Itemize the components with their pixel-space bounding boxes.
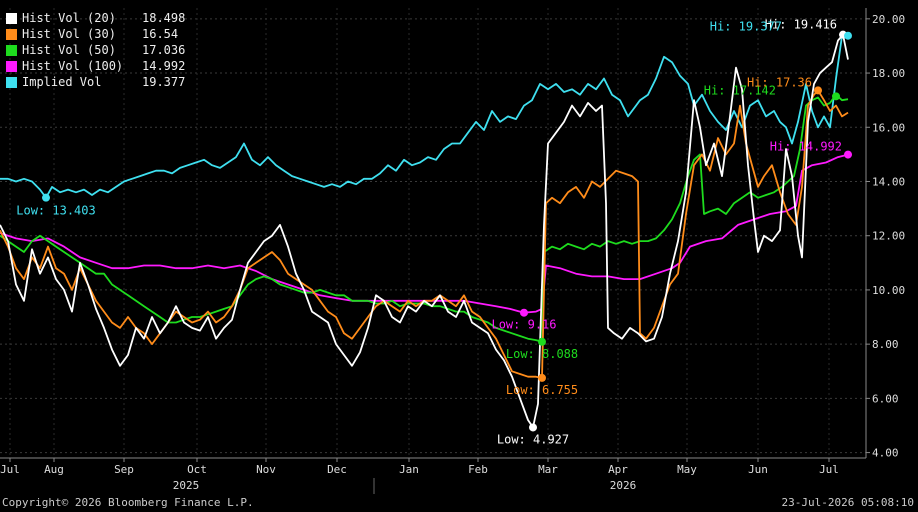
legend-item: Hist Vol (100) 14.992: [6, 58, 185, 74]
annotation-marker: [538, 337, 546, 346]
x-tick-label: Jul: [819, 463, 839, 476]
y-tick-label: 6.00: [872, 392, 899, 405]
x-tick-label: Mar: [538, 463, 558, 476]
annotation-label: Low: 4.927: [497, 432, 569, 446]
annotation-label: Low: 6.755: [506, 383, 578, 397]
annotation-marker: [42, 193, 50, 202]
y-tick-label: 18.00: [872, 67, 905, 80]
x-tick-label: Feb: [468, 463, 488, 476]
legend-label: Hist Vol (100): [22, 59, 124, 73]
y-tick-label: 14.00: [872, 175, 905, 188]
annotation-label: Low: 8.088: [506, 347, 578, 361]
annotation-label: Hi: 19.416: [765, 18, 837, 32]
year-label: 2026: [610, 479, 637, 492]
legend-swatch: [6, 28, 17, 40]
legend-value: 19.377: [142, 75, 186, 89]
legend-swatch: [6, 60, 17, 72]
annotation-label: Low: 9.16: [491, 318, 556, 332]
x-tick-label: Jan: [399, 463, 419, 476]
x-tick-label: Apr: [608, 463, 628, 476]
series-line-hist-vol-100-: [0, 153, 849, 314]
annotation-marker: [538, 373, 546, 382]
annotation-label: Hi: 14.992: [770, 140, 842, 154]
x-tick-label: Jul: [0, 463, 20, 476]
y-tick-label: 10.00: [872, 284, 905, 297]
legend-value: 16.54: [142, 27, 179, 41]
x-tick-label: Dec: [327, 463, 347, 476]
legend-swatch: [6, 44, 17, 56]
annotation-marker: [814, 86, 822, 95]
copyright-text: Copyright© 2026 Bloomberg Finance L.P.: [2, 496, 254, 509]
x-tick-label: May: [677, 463, 697, 476]
y-tick-label: 4.00: [872, 447, 899, 460]
y-tick-label: 16.00: [872, 121, 905, 134]
legend-value: 18.498: [142, 11, 186, 25]
series-line-hist-vol-30-: [0, 89, 849, 379]
footer: Copyright© 2026 Bloomberg Finance L.P. 2…: [0, 494, 918, 512]
annotation-marker: [520, 308, 528, 317]
legend-value: 14.992: [142, 59, 186, 73]
series-line-hist-vol-20-: [0, 33, 849, 429]
annotation-marker: [832, 92, 840, 101]
legend-item: Hist Vol (20) 18.498: [6, 10, 185, 26]
legend-label: Hist Vol (50): [22, 43, 116, 57]
timestamp-text: 23-Jul-2026 05:08:10: [781, 496, 914, 509]
legend-item: Implied Vol 19.377: [6, 74, 185, 90]
legend-label: Implied Vol: [22, 75, 102, 89]
x-tick-label: Jun: [748, 463, 768, 476]
annotation-label: Hi: 17.142: [704, 83, 776, 97]
legend-swatch: [6, 12, 17, 24]
legend-label: Hist Vol (20): [22, 11, 116, 25]
annotation-label: Hi: 17.36: [747, 75, 812, 89]
annotation-label: Low: 13.403: [16, 204, 95, 218]
legend: Hist Vol (20) 18.498 Hist Vol (30) 16.54 His…: [6, 10, 185, 90]
series-line-implied-vol: [0, 34, 848, 199]
y-tick-label: 8.00: [872, 338, 899, 351]
x-tick-label: Sep: [114, 463, 134, 476]
x-tick-label: Nov: [256, 463, 276, 476]
series-line-hist-vol-50-: [0, 93, 849, 343]
legend-item: Hist Vol (50) 17.036: [6, 42, 185, 58]
x-tick-label: Aug: [44, 463, 64, 476]
annotation-marker: [844, 150, 852, 159]
legend-swatch: [6, 76, 17, 88]
legend-label: Hist Vol (30): [22, 27, 116, 41]
annotation-marker: [844, 31, 852, 40]
legend-value: 17.036: [142, 43, 186, 57]
annotation-marker: [529, 423, 537, 432]
y-tick-label: 20.00: [872, 13, 905, 26]
x-tick-label: Oct: [187, 463, 207, 476]
annotation-label: Hi: 19.377: [710, 20, 782, 34]
year-label: 2025: [173, 479, 200, 492]
legend-item: Hist Vol (30) 16.54: [6, 26, 185, 42]
y-tick-label: 12.00: [872, 230, 905, 243]
